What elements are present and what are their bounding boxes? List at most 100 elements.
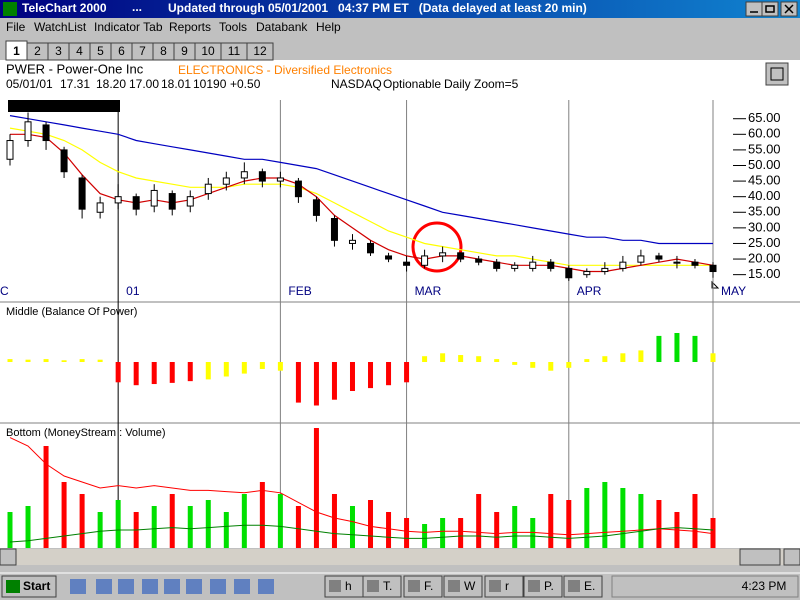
task-label[interactable]: F. [424,579,433,593]
menu-item[interactable]: Help [316,20,341,34]
bar [277,494,283,548]
bar [97,359,103,362]
bar [349,362,355,391]
scroll-thumb[interactable] [739,548,781,566]
date-label: APR [577,284,602,298]
bar [349,506,355,548]
quick-launch-icon[interactable] [210,579,226,594]
y-tick-label: 60.00 [748,126,781,141]
candle-body [348,239,356,244]
candle-body [601,267,609,273]
bar [313,428,319,548]
highlight-circle [411,221,463,273]
candle-body [709,264,717,273]
quote-field: 18.01 [161,77,191,91]
date-label: 01 [126,284,140,298]
menu-item[interactable]: WatchList [34,20,87,34]
bar [692,494,698,548]
bar [404,518,410,548]
menu-item[interactable]: File [6,20,26,34]
quote-field: 10190 [193,77,227,91]
task-label[interactable]: E. [584,579,595,593]
quick-launch-icon[interactable] [164,579,180,594]
layout-button-glyph [770,67,784,81]
bar [313,362,319,406]
tab-label[interactable]: 6 [118,44,125,58]
quick-launch-icon[interactable] [142,579,158,594]
bar [223,512,229,548]
quick-launch-icon[interactable] [258,579,274,594]
tab[interactable] [246,42,274,61]
menu-item[interactable]: Databank [256,20,308,34]
bar [223,362,229,377]
menu-item[interactable]: Tools [219,20,247,34]
tab-label[interactable]: 5 [97,44,104,58]
bar [295,362,301,403]
tab-label[interactable]: 8 [160,44,167,58]
task-label[interactable]: h [345,579,352,593]
task-label[interactable]: W [464,579,476,593]
tab-label[interactable]: 10 [201,44,215,58]
window-dots: ... [132,0,142,14]
tab-label[interactable]: 12 [253,44,267,58]
y-tick-label: 40.00 [748,188,781,203]
window-status: Updated through 05/01/2001 04:37 PM ET (… [168,1,587,15]
scrollbar[interactable] [0,549,800,565]
bar [7,359,13,362]
bar [584,488,590,548]
quick-launch-icon[interactable] [118,579,134,594]
start-label[interactable]: Start [23,579,50,593]
bar [422,356,428,362]
tab-label[interactable]: 7 [139,44,146,58]
tab-label[interactable]: 1 [13,44,20,58]
candle-body [547,261,555,269]
candle-body [457,252,465,260]
bar [548,362,554,371]
bar [331,494,337,548]
quick-launch-icon[interactable] [70,579,86,594]
task-icon [329,580,341,592]
tab-label[interactable]: 2 [34,44,41,58]
bar [620,488,626,548]
tab-label[interactable]: 3 [55,44,62,58]
menu-item[interactable]: Indicator Tab [94,20,163,34]
tab-label[interactable]: 11 [228,44,241,58]
scroll-right[interactable] [783,548,800,566]
scroll-left[interactable] [0,548,17,566]
quick-launch-icon[interactable] [96,579,112,594]
minimize-button[interactable] [745,1,763,17]
bar [494,359,500,362]
bar [205,500,211,548]
bar [277,362,283,371]
task-label[interactable]: P. [544,579,554,593]
task-label[interactable]: r [505,579,509,593]
tab-label[interactable]: 4 [76,44,83,58]
bar [151,506,157,548]
date-label: MAY [721,284,746,298]
candle-body [439,252,447,257]
maximize-button[interactable] [761,1,779,17]
quote-field: 17.00 [129,77,159,91]
menu-item[interactable]: Reports [169,20,211,34]
bar [584,359,590,362]
bar [43,446,49,548]
bar [440,518,446,548]
quick-launch-icon[interactable] [234,579,250,594]
tab-label[interactable]: 9 [181,44,188,58]
quick-launch-icon[interactable] [186,579,202,594]
task-icon [528,580,540,592]
candle-body [294,180,302,198]
bar [97,512,103,548]
candle-body [421,255,429,266]
candle-body [493,261,501,269]
candle-body [168,193,176,210]
layout-button[interactable] [765,62,789,86]
bar [530,362,536,368]
bar [512,506,518,548]
bar [25,506,31,548]
bar [115,500,121,548]
task-label[interactable]: T. [383,579,392,593]
bar [530,518,536,548]
bar [241,362,247,374]
candle-body [60,149,68,173]
